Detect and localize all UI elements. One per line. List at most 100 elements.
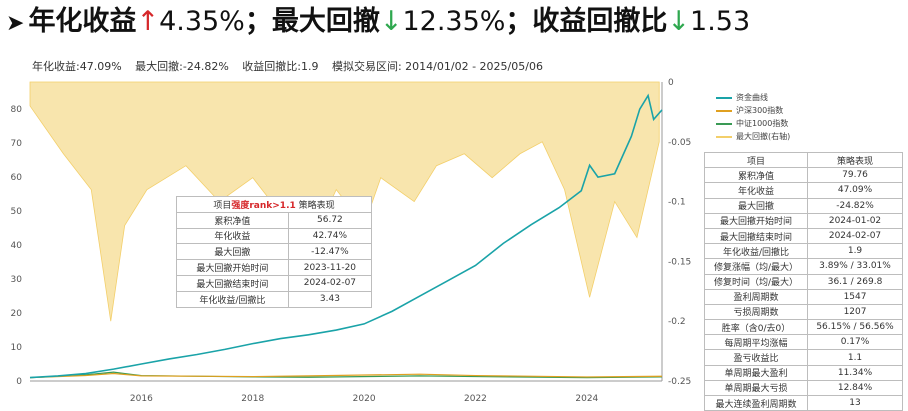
table-value-cell: 2024-01-02 (807, 212, 903, 229)
x-tick-label: 2020 (353, 394, 376, 404)
table-value-cell: 1.1 (807, 349, 903, 366)
legend-label: 资金曲线 (736, 93, 768, 102)
y-right-tick-label: 0 (668, 78, 674, 88)
y-right-tick-label: -0.15 (668, 257, 691, 267)
y-left-tick-label: 50 (11, 207, 23, 217)
table-label-cell: 修复涨幅（均/最大） (703, 258, 809, 275)
series-line-0 (29, 93, 663, 379)
table-row: 每周期平均涨幅 0.17% (703, 334, 903, 351)
y-right-tick-label: -0.25 (668, 377, 691, 387)
table-label-cell: 亏损周期数 (703, 303, 809, 321)
headline-annual-value: 4.35% (159, 6, 245, 37)
series-line-1 (29, 372, 663, 379)
table-value-cell: 3.43 (287, 290, 373, 308)
table-row: 最大回撤 -24.82% (703, 197, 903, 214)
table-label-cell: 每周期平均涨幅 (703, 334, 809, 351)
y-right-tick-label: -0.1 (668, 198, 686, 208)
headline-ratio-value: 1.53 (690, 6, 751, 37)
table-label-cell: 修复时间（均/最大） (703, 273, 809, 290)
table-row: 最大回撤开始时间 2023-11-20 (176, 259, 373, 276)
x-tick-label: 2022 (464, 394, 487, 404)
headline-sep-2: ； (505, 6, 533, 37)
table-label-cell: 最大回撤结束时间 (176, 274, 289, 292)
table-row: 单周期最大盈利 11.34% (703, 364, 903, 381)
rank-strategy-table: 项目强度rank>1.1 策略表现 累积净值 56.72 年化收益 42.74% 最大回… (176, 196, 373, 308)
strategy-stats-table: 项目 策略表现 累积净值 79.76 年化收益 47.09% 最大回撤 -24.82% 最大… (703, 151, 903, 411)
ratio-down-arrow: ↓ (667, 6, 691, 37)
table-row: 单周期最大亏损 12.84% (703, 379, 903, 397)
y-left-tick-label: 30 (11, 275, 23, 285)
chart-legend: 资金曲线 沪深300指数 中证1000指数 最大回撤(右轴) (716, 91, 790, 143)
table-label-cell: 年化收益 (703, 182, 809, 199)
summary-line: 年化收益:47.09% 最大回撤:-24.82% 收益回撤比:1.9 模拟交易区… (32, 58, 553, 74)
table-value-cell: 47.09% (807, 182, 903, 199)
table-label-cell: 年化收益 (176, 227, 289, 245)
table-value-cell: 12.84% (807, 379, 903, 397)
table-row: 累积净值 79.76 (703, 167, 903, 184)
headline-annual-label: 年化收益 (28, 6, 137, 37)
summary-ratio: 收益回撤比:1.9 (242, 60, 319, 73)
table-header-row: 项目强度rank>1.1 策略表现 (176, 196, 372, 213)
x-tick-label: 2018 (241, 394, 264, 404)
table-header-cell: 项目 (703, 151, 809, 169)
annual-up-arrow: ↑ (136, 6, 160, 37)
headline-drawdown-label: 最大回撤 (271, 6, 380, 37)
table-row: 最大回撤 -12.47% (176, 243, 373, 261)
mid-header-suffix: 策略表现 (298, 200, 335, 211)
table-row: 修复时间（均/最大） 36.1 / 269.8 (703, 273, 903, 290)
legend-label: 沪深300指数 (736, 106, 784, 115)
y-left-tick-label: 70 (11, 139, 23, 149)
legend-swatch (716, 122, 732, 125)
table-value-cell: 2024-02-07 (807, 227, 903, 245)
y-left-tick-label: 40 (11, 241, 23, 251)
table-value-cell: 11.34% (807, 364, 903, 381)
headline-ratio-label: 收益回撤比 (532, 6, 668, 37)
table-row: 盈亏收益比 1.1 (703, 349, 903, 366)
y-left-tick-label: 60 (11, 173, 23, 183)
table-label-cell: 最大回撤开始时间 (176, 259, 289, 276)
y-left-tick-label: 0 (16, 377, 22, 387)
table-label-cell: 最大回撤结束时间 (703, 227, 809, 245)
legend-label: 最大回撤(右轴) (736, 132, 791, 141)
legend-item: 中证1000指数 (716, 117, 790, 130)
mid-header-rank: 强度rank>1.1 (231, 200, 296, 211)
headline-sep-1: ； (244, 6, 272, 37)
table-row: 最大回撤结束时间 2024-02-07 (176, 274, 373, 292)
table-row: 年化收益/回撤比 1.9 (703, 243, 903, 260)
table-row: 累积净值 56.72 (176, 211, 373, 229)
table-row: 年化收益/回撤比 3.43 (176, 290, 373, 308)
table-label-cell: 最大回撤 (176, 243, 289, 261)
table-value-cell: -12.47% (287, 243, 373, 261)
table-label-cell: 年化收益/回撤比 (176, 290, 289, 308)
table-header-cell: 策略表现 (807, 151, 903, 169)
table-value-cell: -24.82% (807, 197, 903, 214)
table-row: 年化收益 47.09% (703, 182, 903, 199)
table-header-cell: 项目强度rank>1.1 策略表现 (176, 196, 372, 213)
legend-swatch (716, 96, 732, 99)
legend-item: 沪深300指数 (716, 104, 790, 117)
table-row: 最大回撤结束时间 2024-02-07 (703, 227, 903, 245)
table-label-cell: 单周期最大亏损 (703, 379, 809, 397)
table-header-row: 项目 策略表现 (703, 151, 903, 169)
drawdown-area (29, 81, 660, 322)
table-label-cell: 最大回撤 (703, 197, 809, 214)
table-row: 年化收益 42.74% (176, 227, 373, 245)
table-value-cell: 1547 (807, 288, 903, 305)
summary-drawdown: 最大回撤:-24.82% (135, 60, 229, 73)
table-row: 胜率（含0/去0） 56.15% / 56.56% (703, 319, 903, 336)
table-label-cell: 盈亏收益比 (703, 349, 809, 366)
legend-swatch (716, 109, 732, 112)
legend-label: 中证1000指数 (736, 119, 789, 128)
table-row: 亏损周期数 1207 (703, 303, 903, 321)
table-value-cell: 56.15% / 56.56% (807, 319, 903, 336)
drawdown-down-arrow: ↓ (379, 6, 403, 37)
summary-period: 模拟交易区间: 2014/01/02 - 2025/05/06 (331, 60, 543, 73)
table-label-cell: 累积净值 (703, 167, 809, 184)
legend-item: 资金曲线 (716, 91, 790, 104)
table-label-cell: 最大回撤开始时间 (703, 212, 809, 229)
headline-drawdown-value: 12.35% (402, 6, 506, 37)
table-value-cell: 0.17% (807, 334, 903, 351)
table-label-cell: 单周期最大盈利 (703, 364, 809, 381)
table-value-cell: 42.74% (287, 227, 373, 245)
table-label-cell: 最大连续盈利周期数 (703, 394, 809, 411)
